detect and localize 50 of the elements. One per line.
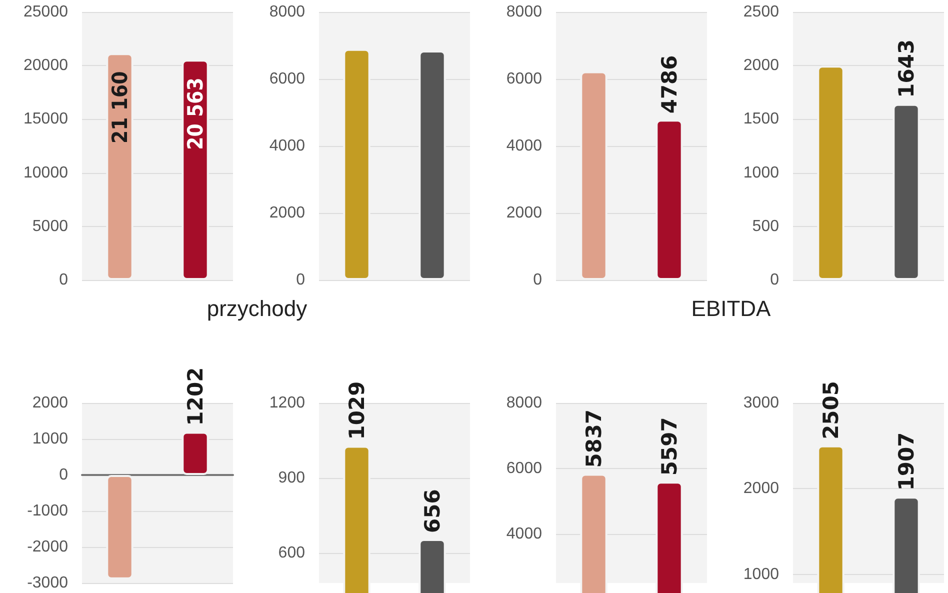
y-tick-label: 3000 bbox=[743, 394, 780, 412]
data-label: 656 bbox=[420, 489, 444, 533]
y-tick-label: 8000 bbox=[506, 394, 542, 412]
y-tick-label: 2000 bbox=[32, 394, 68, 412]
y-tick-label: 1500 bbox=[743, 110, 780, 128]
y-tick-label: 600 bbox=[278, 544, 306, 562]
y-tick-label: 1000 bbox=[32, 430, 68, 448]
y-tick-label: 6000 bbox=[269, 70, 306, 88]
y-tick-label: 5000 bbox=[32, 218, 68, 235]
y-tick-label: 6000 bbox=[506, 70, 542, 88]
data-label: 2505 bbox=[818, 380, 843, 440]
y-tick-label: 1000 bbox=[743, 566, 780, 583]
data-label: 1643 bbox=[894, 39, 918, 98]
y-tick-label: 25000 bbox=[24, 4, 68, 20]
y-tick-label: 4000 bbox=[506, 525, 542, 542]
x-axis-title: EBITDA bbox=[690, 296, 772, 322]
y-tick-label: -1000 bbox=[27, 502, 68, 520]
y-tick-label: 2000 bbox=[743, 480, 780, 498]
y-tick-label: -2000 bbox=[27, 538, 68, 556]
y-tick-label: -3000 bbox=[27, 574, 68, 592]
y-tick-label: 0 bbox=[59, 466, 68, 484]
y-tick-label: 2500 bbox=[743, 4, 780, 20]
y-tick-label: 6000 bbox=[506, 460, 542, 477]
y-tick-label: 1000 bbox=[743, 164, 780, 182]
data-label: 21 160 bbox=[108, 71, 132, 144]
data-label: 1907 bbox=[894, 432, 918, 491]
data-label: 1202 bbox=[183, 367, 208, 426]
y-tick-label: 500 bbox=[752, 218, 780, 235]
y-tick-label: 10000 bbox=[24, 164, 68, 182]
y-tick-label: 0 bbox=[296, 272, 306, 288]
data-label: 5837 bbox=[582, 409, 606, 468]
y-tick-label: 8000 bbox=[269, 4, 306, 20]
y-tick-label: 900 bbox=[278, 470, 306, 486]
x-axis-title: przychody bbox=[206, 296, 308, 322]
y-tick-label: 8000 bbox=[506, 4, 542, 20]
y-tick-label: 4000 bbox=[269, 138, 306, 154]
y-tick-label: 4000 bbox=[506, 138, 542, 154]
data-label: 4786 bbox=[657, 55, 682, 114]
y-tick-label: 0 bbox=[770, 272, 780, 288]
y-tick-label: 1200 bbox=[269, 394, 306, 412]
data-label: 20 563 bbox=[183, 78, 208, 150]
data-label: 1029 bbox=[344, 381, 369, 440]
y-tick-label: 20000 bbox=[24, 57, 68, 74]
y-tick-label: 15000 bbox=[24, 110, 68, 128]
y-tick-label: 2000 bbox=[269, 204, 306, 222]
data-label: 5597 bbox=[657, 417, 682, 476]
y-tick-label: 2000 bbox=[743, 57, 780, 74]
y-tick-label: 0 bbox=[533, 272, 542, 288]
y-tick-label: 2000 bbox=[506, 204, 542, 222]
y-tick-label: 0 bbox=[59, 272, 68, 288]
